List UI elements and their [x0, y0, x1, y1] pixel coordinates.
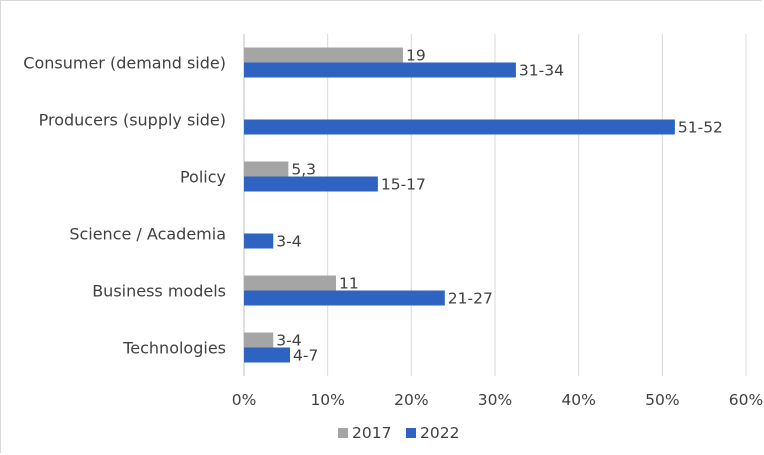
data-label-2017-4: 11	[339, 275, 359, 293]
data-label-2017-2: 5,3	[291, 161, 316, 179]
data-label-2017-5: 3-4	[276, 332, 301, 350]
data-label-2022-0: 31-34	[519, 62, 564, 80]
bar-2022-3	[244, 233, 274, 249]
data-label-2022-2: 15-17	[381, 176, 426, 194]
data-label-2022-3: 3-4	[276, 233, 301, 251]
legend-label-2022: 2022	[420, 424, 459, 442]
x-tick-label-20: 20%	[394, 391, 428, 409]
category-label-5: Technologies	[122, 339, 226, 358]
data-label-2017-0: 19	[406, 47, 426, 65]
x-tick-label-10: 10%	[310, 391, 344, 409]
x-tick-label-60: 60%	[729, 391, 763, 409]
bar-2022-5	[244, 347, 291, 363]
category-label-3: Science / Academia	[69, 225, 226, 244]
category-label-4: Business models	[92, 282, 226, 301]
bar-2017-5	[244, 332, 274, 348]
data-label-2022-4: 21-27	[448, 290, 493, 308]
category-label-2: Policy	[180, 168, 226, 187]
bar-2022-4	[244, 290, 445, 306]
x-tick-label-30: 30%	[478, 391, 512, 409]
x-tick-label-40: 40%	[561, 391, 595, 409]
x-tick-label-50: 50%	[645, 391, 679, 409]
legend-label-2017: 2017	[352, 424, 391, 442]
legend-swatch-2022	[406, 428, 416, 438]
x-tick-label-0: 0%	[232, 391, 257, 409]
bar-2017-0	[244, 47, 403, 63]
bar-2017-4	[244, 275, 337, 291]
bar-2022-2	[244, 176, 378, 192]
legend-swatch-2017	[338, 428, 348, 438]
bar-2017-2	[244, 161, 289, 177]
data-label-2022-5: 4-7	[293, 347, 318, 365]
bar-2022-0	[244, 62, 516, 78]
category-label-1: Producers (supply side)	[39, 111, 226, 130]
data-label-2022-1: 51-52	[678, 119, 723, 137]
category-label-0: Consumer (demand side)	[23, 54, 226, 73]
bar-2022-1	[244, 119, 675, 135]
